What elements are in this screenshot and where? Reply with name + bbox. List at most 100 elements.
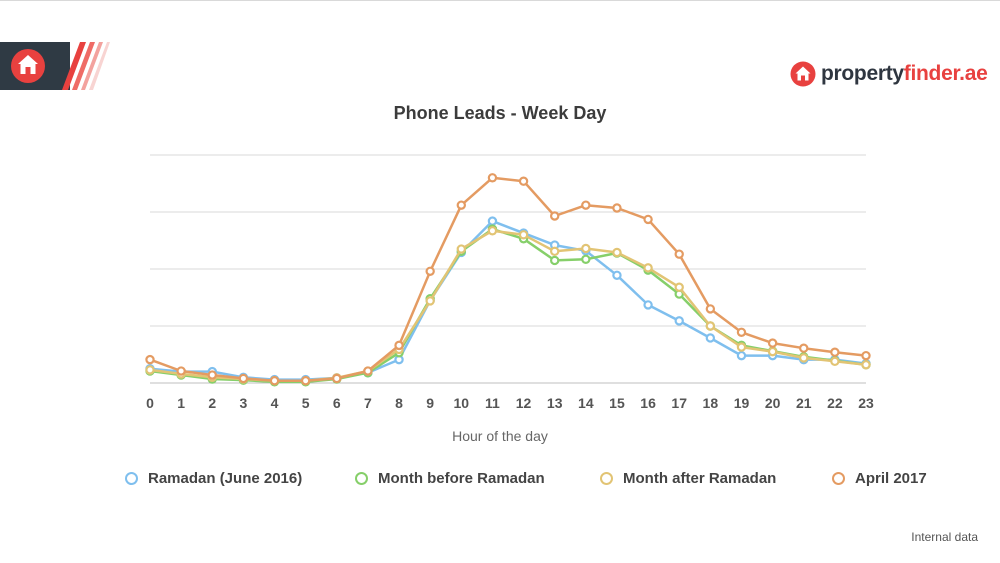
legend-label: Ramadan (June 2016) (148, 470, 303, 487)
data-point (581, 200, 591, 210)
x-tick-label: 4 (271, 395, 279, 411)
data-point (518, 230, 529, 240)
home-icon (11, 49, 45, 83)
series-ramadan-june-2016 (145, 216, 871, 385)
x-axis-ticks: 0 1 2 3 4 5 6 7 8 9 10 11 12 13 14 15 16 17 18 19 20 21 22 23 (146, 395, 874, 411)
data-point (363, 366, 373, 376)
legend-marker (355, 472, 368, 485)
x-tick-label: 17 (671, 395, 687, 411)
series-line (149, 229, 867, 382)
series-month-before-ramadan (145, 224, 871, 387)
data-point (674, 249, 684, 259)
data-point (207, 370, 217, 380)
footnote: Internal data (911, 530, 978, 544)
data-point (705, 333, 716, 343)
data-point (487, 173, 498, 183)
x-tick-label: 15 (609, 395, 625, 411)
x-tick-label: 1 (177, 395, 185, 411)
data-point (643, 214, 653, 225)
propertyfinder-logo: propertyfinder.ae (790, 58, 988, 90)
data-point (518, 176, 529, 186)
data-point (549, 211, 560, 221)
x-tick-label: 14 (578, 395, 594, 411)
x-tick-label: 8 (395, 395, 403, 411)
legend-marker (600, 472, 613, 485)
x-tick-label: 10 (454, 395, 470, 411)
data-point (612, 247, 622, 258)
data-point (332, 373, 342, 384)
data-point (238, 373, 249, 384)
legend-item: April 2017 (832, 470, 927, 487)
data-point (736, 327, 747, 337)
logo-text-finder: finder.ae (903, 62, 988, 85)
data-point (861, 350, 871, 361)
data-point (830, 347, 840, 357)
legend-item: Ramadan (June 2016) (125, 470, 302, 487)
chart-legend: Ramadan (June 2016) Month before Ramadan M… (0, 470, 1000, 494)
x-tick-label: 5 (302, 395, 310, 411)
data-point (830, 356, 840, 367)
x-tick-label: 13 (547, 395, 563, 411)
data-point (549, 255, 560, 266)
data-point (456, 200, 467, 210)
grid-lines (150, 154, 866, 384)
data-point (487, 216, 498, 226)
data-point (487, 226, 498, 236)
data-point (674, 282, 684, 292)
data-point (705, 321, 716, 331)
top-rule (0, 0, 1000, 1)
legend-marker (125, 472, 138, 485)
x-tick-label: 0 (146, 395, 154, 411)
data-point (300, 376, 311, 386)
logo-text-property: property (821, 62, 904, 85)
x-tick-label: 2 (208, 395, 216, 411)
x-tick-label: 20 (765, 395, 781, 411)
x-tick-label: 9 (426, 395, 434, 411)
x-axis-label: Hour of the day (452, 428, 548, 444)
data-point (767, 346, 778, 357)
x-tick-label: 23 (858, 395, 874, 411)
x-tick-label: 21 (796, 395, 812, 411)
data-point (581, 243, 591, 254)
legend-label: Month after Ramadan (623, 470, 777, 487)
legend-label: April 2017 (855, 470, 927, 487)
data-point (425, 266, 435, 276)
data-point (705, 304, 716, 314)
series-month-after-ramadan (145, 226, 871, 386)
data-point (643, 263, 653, 273)
x-tick-label: 3 (239, 395, 247, 411)
x-tick-label: 19 (734, 395, 750, 411)
data-point (736, 350, 747, 361)
data-point (394, 340, 404, 351)
legend-marker (832, 472, 845, 485)
data-point (549, 246, 560, 257)
series-line (149, 219, 867, 381)
x-tick-label: 22 (827, 395, 843, 411)
data-point (799, 343, 809, 353)
home-brand-bar (0, 42, 110, 90)
x-tick-label: 18 (703, 395, 719, 411)
legend-item: Month after Ramadan (600, 470, 776, 487)
logo-house-icon (790, 61, 816, 87)
data-point (145, 365, 155, 375)
x-tick-label: 12 (516, 395, 532, 411)
data-point (145, 354, 155, 365)
data-point (176, 366, 186, 376)
series-lines (145, 173, 871, 387)
data-point (425, 296, 435, 306)
data-point (767, 338, 778, 348)
data-point (799, 353, 809, 363)
x-tick-label: 6 (333, 395, 341, 411)
data-point (674, 316, 684, 326)
data-point (612, 270, 622, 280)
x-tick-label: 7 (364, 395, 372, 411)
data-point (269, 376, 280, 386)
legend-label: Month before Ramadan (378, 470, 545, 487)
data-point (456, 244, 467, 254)
series-april-2017 (145, 173, 871, 386)
data-point (736, 342, 747, 352)
x-tick-label: 16 (640, 395, 656, 411)
data-point (581, 254, 591, 265)
series-line (149, 227, 867, 384)
data-point (861, 360, 871, 370)
